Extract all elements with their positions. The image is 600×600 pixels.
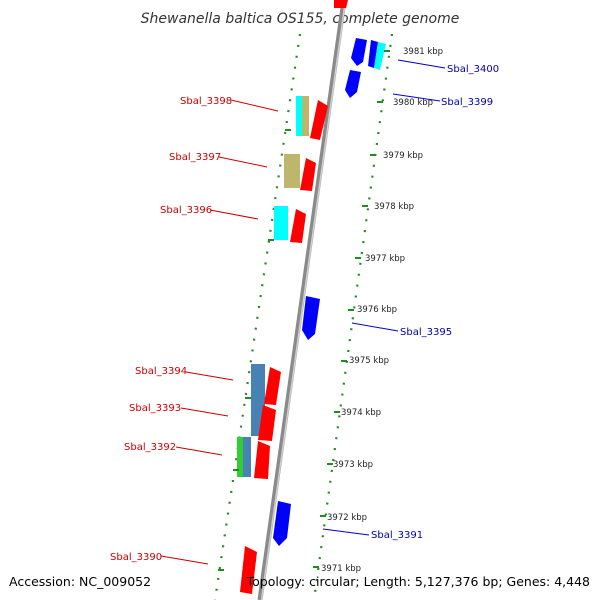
- gene-label-sbal-3393[interactable]: Sbal_3393: [129, 403, 181, 414]
- forward-label-leaders: [160, 99, 279, 565]
- cog-block-3392-b: [243, 437, 251, 477]
- gene-label-sbal-3392[interactable]: Sbal_3392: [124, 442, 176, 453]
- outer-dotted-ring: [213, 33, 302, 600]
- gene-arrow-sbal-3392: [254, 441, 270, 479]
- tick-label: 3972 kbp: [327, 513, 367, 523]
- cog-block-3397: [284, 154, 300, 188]
- tick-marks: [313, 50, 390, 568]
- tick-label: 3976 kbp: [357, 305, 397, 315]
- tick-label: 3978 kbp: [374, 202, 414, 212]
- gene-label-sbal-3398[interactable]: Sbal_3398: [180, 96, 232, 107]
- tick-label: 3981 kbp: [403, 47, 443, 57]
- gene-label-sbal-3395[interactable]: Sbal_3395: [400, 327, 452, 338]
- tick-label: 3975 kbp: [349, 356, 389, 366]
- tick-label: 3977 kbp: [365, 254, 405, 264]
- cog-block-3400: [374, 42, 386, 70]
- gene-label-sbal-3399[interactable]: Sbal_3399: [441, 97, 493, 108]
- gene-label-sbal-3400[interactable]: Sbal_3400: [447, 64, 499, 75]
- accession-text: Accession: NC_009052: [9, 574, 151, 589]
- cog-block-3398-b: [302, 96, 309, 136]
- map-title: Shewanella baltica OS155, complete genom…: [141, 11, 460, 27]
- gene-label-sbal-3391[interactable]: Sbal_3391: [371, 530, 423, 541]
- gene-arrow-sbal-3394: [264, 367, 281, 405]
- topology-summary-text: Topology: circular; Length: 5,127,376 bp…: [246, 574, 590, 589]
- gene-arrow-sbal-3396: [290, 209, 306, 243]
- gene-label-sbal-3394[interactable]: Sbal_3394: [135, 366, 187, 377]
- tick-label: 3974 kbp: [341, 408, 381, 418]
- tick-label: 3973 kbp: [333, 460, 373, 470]
- reverse-label-leaders: [322, 59, 446, 536]
- gene-arrow-sbal-3393: [258, 405, 276, 441]
- tick-label: 3980 kbp: [393, 98, 433, 108]
- gene-arrow-sbal-3395: [302, 296, 320, 340]
- gene-label-sbal-3390[interactable]: Sbal_3390: [110, 552, 162, 563]
- gene-arrow-sbal-3391: [273, 501, 291, 546]
- gene-arrow-sbal-3398: [310, 100, 328, 140]
- tick-label: 3971 kbp: [321, 564, 361, 574]
- genome-backbone-highlight: [260, 0, 347, 600]
- gene-arrow-sbal-3390: [240, 546, 257, 594]
- outer-tick-marks: [218, 129, 291, 571]
- gene-label-sbal-3397[interactable]: Sbal_3397: [169, 152, 221, 163]
- cog-block-3398-a: [296, 96, 303, 136]
- gene-arrow-sbal-3397: [300, 158, 316, 191]
- tick-label: 3979 kbp: [383, 151, 423, 161]
- gene-arrow-sbal-3400-b: [368, 40, 378, 68]
- gene-label-sbal-3396[interactable]: Sbal_3396: [160, 205, 212, 216]
- gene-arrow-top-partial: [334, 0, 348, 8]
- cog-block-3396: [274, 206, 288, 240]
- gene-arrow-sbal-3399: [345, 70, 361, 98]
- cog-block-3392-a: [237, 437, 243, 477]
- genome-backbone: [257, 0, 347, 600]
- gene-arrow-sbal-3400-a: [351, 38, 367, 66]
